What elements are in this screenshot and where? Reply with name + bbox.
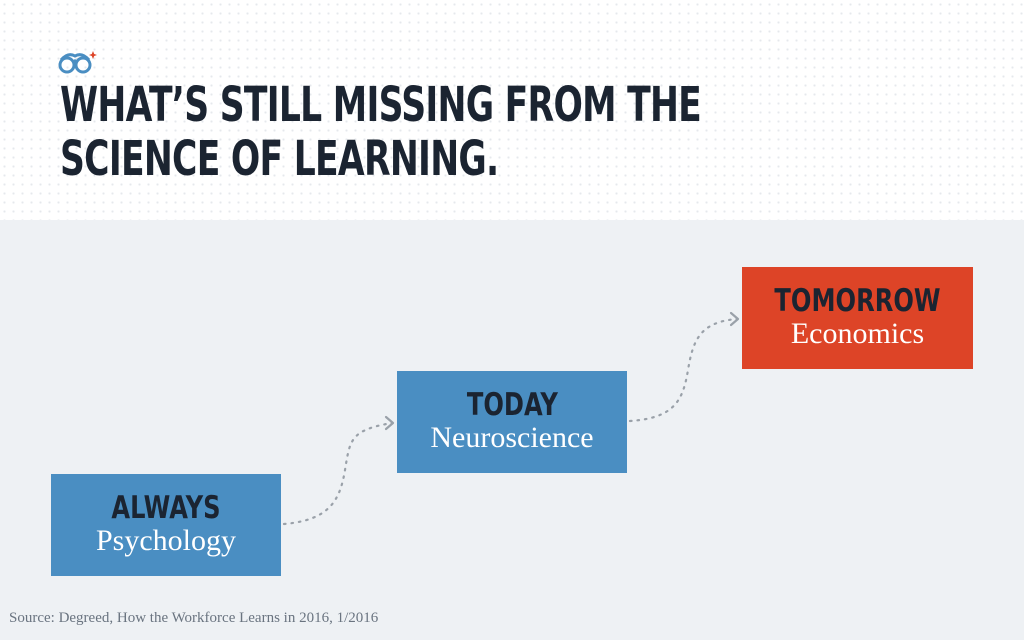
title-line-1: WHAT’S STILL MISSING FROM THE	[60, 77, 702, 133]
stage-tomorrow-box: TOMORROW Economics	[742, 267, 973, 369]
stage-today-subject: Neuroscience	[430, 421, 594, 454]
page-title: WHAT’S STILL MISSING FROM THE SCIENCE OF…	[60, 77, 702, 187]
title-line-2: SCIENCE OF LEARNING.	[60, 131, 499, 187]
stage-always-label: ALWAYS	[111, 490, 221, 526]
stage-tomorrow-subject: Economics	[790, 317, 925, 350]
stage-today-box: TODAY Neuroscience	[397, 371, 627, 473]
stage-always-box: ALWAYS Psychology	[51, 474, 281, 576]
stage-always-subject: Psychology	[95, 524, 236, 557]
connector-today-tomorrow	[628, 311, 740, 423]
connector-always-today	[282, 415, 395, 526]
stage-tomorrow-label: TOMORROW	[774, 283, 941, 319]
stage-today-label: TODAY	[466, 387, 558, 423]
glasses-logo-icon	[58, 51, 97, 74]
source-citation: Source: Degreed, How the Workforce Learn…	[9, 610, 379, 626]
header-panel: WHAT’S STILL MISSING FROM THE SCIENCE OF…	[0, 0, 1024, 220]
